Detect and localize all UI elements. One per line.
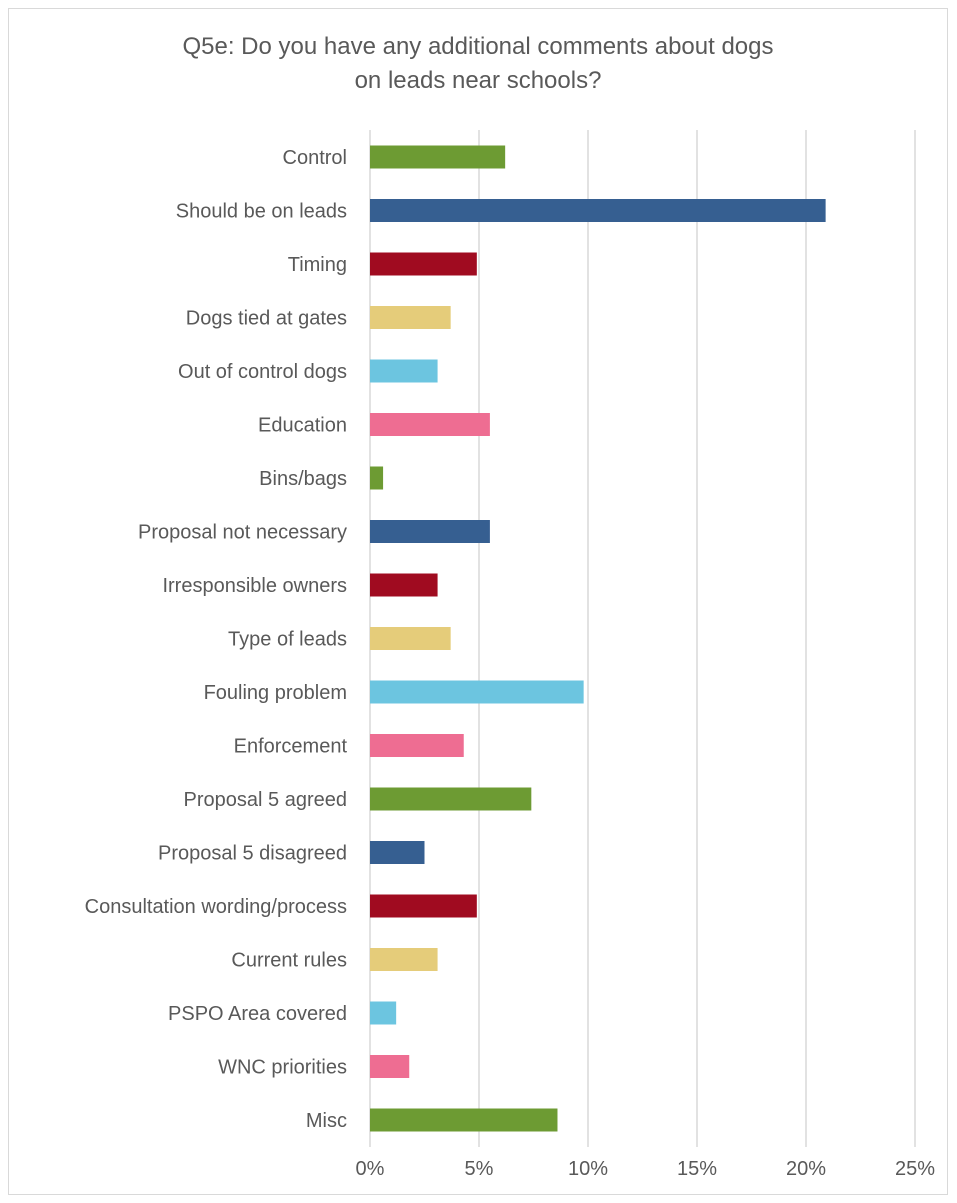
bars xyxy=(370,145,826,1132)
category-label: Education xyxy=(258,415,347,437)
category-label: Consultation wording/process xyxy=(85,896,347,918)
bar xyxy=(370,306,451,329)
bar xyxy=(370,1001,397,1025)
category-label: Should be on leads xyxy=(176,201,347,223)
category-label: Irresponsible owners xyxy=(162,575,347,597)
category-label: WNC priorities xyxy=(218,1057,347,1079)
bar xyxy=(370,145,506,169)
x-tick-label: 0% xyxy=(356,1158,385,1180)
bar xyxy=(370,734,464,757)
bar xyxy=(370,252,477,276)
category-label: Current rules xyxy=(231,950,347,972)
category-label: Enforcement xyxy=(234,736,348,758)
category-label: Proposal not necessary xyxy=(138,522,347,544)
bar xyxy=(370,466,384,490)
category-label: Control xyxy=(283,147,347,169)
gridlines xyxy=(369,130,916,1147)
bar xyxy=(370,948,438,971)
x-tick-label: 15% xyxy=(677,1158,717,1180)
bar xyxy=(370,359,438,383)
bar xyxy=(370,680,584,704)
x-axis-tick-labels: 0% 5% 10% 15% 20% 25% xyxy=(356,1158,936,1180)
bar xyxy=(370,1108,558,1132)
x-tick-label: 20% xyxy=(786,1158,826,1180)
category-label: Timing xyxy=(288,254,347,276)
category-label: Proposal 5 agreed xyxy=(184,789,347,811)
category-label: Out of control dogs xyxy=(178,361,347,383)
category-label: Dogs tied at gates xyxy=(186,308,347,330)
bar xyxy=(370,573,438,597)
bar xyxy=(370,894,477,918)
bar xyxy=(370,520,490,543)
chart-title-line-1: Q5e: Do you have any additional comments… xyxy=(182,33,773,60)
chart-title-line-2: on leads near schools? xyxy=(355,67,602,94)
bar xyxy=(370,413,490,436)
category-label: Proposal 5 disagreed xyxy=(158,843,347,865)
x-tick-label: 25% xyxy=(895,1158,935,1180)
category-label: PSPO Area covered xyxy=(168,1003,347,1025)
bar xyxy=(370,1055,410,1078)
bar xyxy=(370,787,532,811)
bar xyxy=(370,841,425,864)
x-tick-label: 5% xyxy=(465,1158,494,1180)
category-label: Bins/bags xyxy=(259,468,347,490)
bar xyxy=(370,627,451,650)
category-label: Misc xyxy=(306,1110,347,1132)
category-label: Fouling problem xyxy=(204,682,347,704)
bar xyxy=(370,199,826,222)
category-labels: Control Should be on leads Timing Dogs tied… xyxy=(85,147,348,1132)
x-tick-label: 10% xyxy=(568,1158,608,1180)
category-label: Type of leads xyxy=(228,629,347,651)
